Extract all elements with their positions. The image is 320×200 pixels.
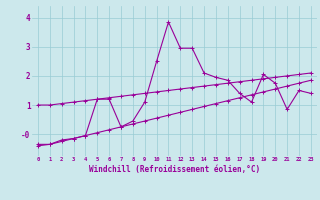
X-axis label: Windchill (Refroidissement éolien,°C): Windchill (Refroidissement éolien,°C) (89, 165, 260, 174)
